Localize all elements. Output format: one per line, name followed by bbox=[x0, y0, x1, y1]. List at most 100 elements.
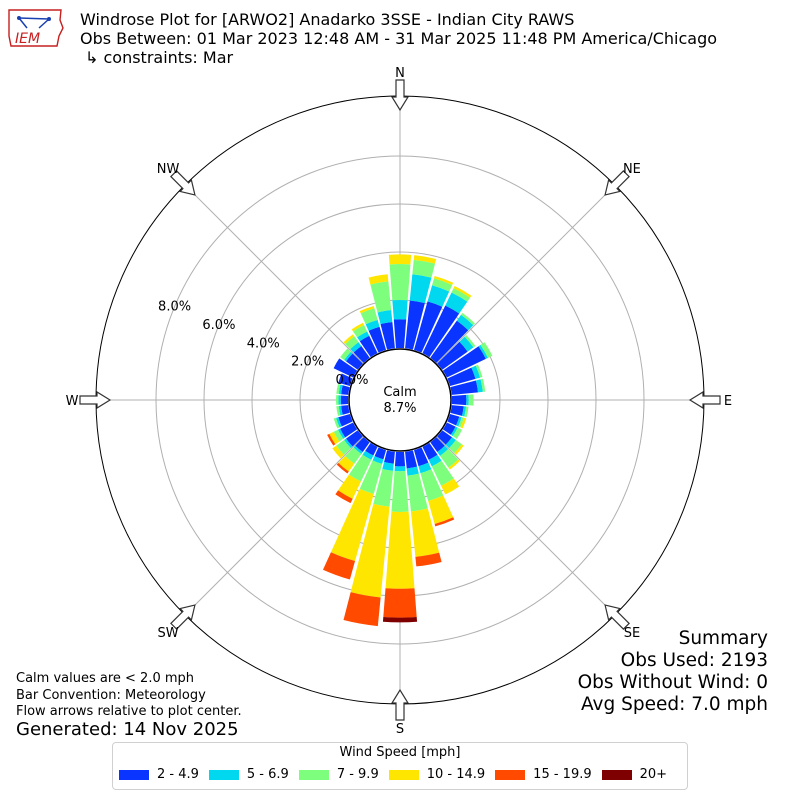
windrose-bar-segment bbox=[338, 395, 341, 405]
title-line-1: Windrose Plot for [ARWO2] Anadarko 3SSE … bbox=[80, 10, 575, 29]
direction-label: NW bbox=[157, 162, 180, 177]
windrose-bar-segment bbox=[388, 254, 412, 265]
windrose-bar-segment bbox=[422, 305, 460, 358]
summary-panel: Summary Obs Used: 2193 Obs Without Wind:… bbox=[578, 628, 768, 716]
flow-arrow-icon bbox=[170, 170, 196, 196]
windrose-bars bbox=[322, 254, 493, 627]
windrose-bar-segment bbox=[336, 406, 341, 416]
windrose-bar-segment bbox=[456, 314, 474, 331]
legend-swatch bbox=[388, 769, 419, 780]
windrose-bar-segment bbox=[359, 305, 375, 314]
summary-obs-used: Obs Used: 2193 bbox=[620, 650, 768, 671]
logo-text: IEM bbox=[15, 31, 40, 47]
windrose-bar-segment bbox=[394, 451, 406, 467]
legend-label: 7 - 9.9 bbox=[336, 767, 379, 782]
windrose-bar-segment bbox=[385, 511, 415, 589]
windrose-bar-segment bbox=[430, 320, 469, 363]
legend-swatch bbox=[495, 769, 526, 780]
flow-arrow-icon bbox=[604, 604, 630, 630]
windrose-bar-segment bbox=[461, 406, 467, 417]
flow-arrow-icon bbox=[390, 79, 410, 112]
windrose-bar-segment bbox=[456, 416, 462, 427]
chart-title: Windrose Plot for [ARWO2] Anadarko 3SSE … bbox=[80, 10, 717, 67]
windrose-bar-segment bbox=[442, 422, 456, 435]
grid-spoke bbox=[436, 184, 616, 364]
windrose-bar-segment bbox=[437, 430, 453, 445]
windrose-bar-segment bbox=[450, 405, 464, 416]
windrose-bar-segment bbox=[445, 292, 468, 314]
windrose-bar-segment bbox=[353, 346, 370, 363]
windrose-bar-segment bbox=[338, 405, 343, 416]
windrose-bar-segment bbox=[418, 462, 432, 474]
windrose-bar-segment bbox=[380, 321, 395, 350]
windrose-bar-segment bbox=[458, 417, 464, 428]
windrose-bar-segment bbox=[341, 385, 350, 395]
windrose-bar-segment bbox=[409, 274, 432, 304]
summary-avg-speed: Avg Speed: 7.0 mph bbox=[580, 694, 768, 715]
legend-label: 2 - 4.9 bbox=[157, 767, 199, 782]
direction-label: N bbox=[395, 66, 405, 81]
windrose-bar-segment bbox=[461, 312, 476, 326]
windrose-bar-segment bbox=[440, 449, 459, 468]
windrose-bar-segment bbox=[336, 440, 351, 455]
calm-note: Calm values are < 2.0 mph bbox=[16, 671, 195, 686]
legend-item: 5 - 6.9 bbox=[208, 767, 289, 782]
windrose-bar-segment bbox=[373, 468, 394, 507]
windrose-bar-segment bbox=[394, 466, 406, 472]
windrose-bar-segment bbox=[340, 422, 358, 438]
windrose-bar-segment bbox=[327, 433, 336, 446]
windrose-bar-segment bbox=[464, 406, 469, 418]
windrose-bar-segment bbox=[413, 301, 443, 353]
legend-item: 7 - 9.9 bbox=[298, 767, 379, 782]
windrose-bar-segment bbox=[357, 331, 370, 342]
windrose-bar-segment bbox=[341, 405, 350, 415]
windrose-bar-segment bbox=[368, 326, 387, 353]
windrose-bar-segment bbox=[332, 445, 344, 459]
windrose-bar-segment bbox=[333, 358, 358, 378]
legend-swatch bbox=[601, 769, 632, 780]
summary-obs-without-wind: Obs Without Wind: 0 bbox=[577, 672, 768, 693]
windrose-bar-segment bbox=[338, 384, 343, 395]
windrose-bar-segment bbox=[330, 488, 374, 562]
windrose-bar-segment bbox=[343, 592, 381, 627]
legend-swatch bbox=[119, 769, 149, 780]
flow-arrow-icon bbox=[390, 688, 410, 721]
windrose-bar-segment bbox=[422, 442, 438, 460]
windrose-bar-segment bbox=[336, 384, 341, 394]
windrose-bar-segment bbox=[466, 394, 469, 406]
radial-tick-label: 8.0% bbox=[158, 300, 191, 315]
windrose-bar-segment bbox=[350, 342, 362, 353]
windrose-bar-segment bbox=[391, 470, 409, 512]
direction-label: S bbox=[396, 722, 404, 737]
windrose-bar-segment bbox=[350, 503, 390, 598]
windrose-bar-segment bbox=[338, 413, 353, 427]
windrose-bar-segment bbox=[475, 364, 483, 378]
windrose-bar-segment bbox=[359, 460, 383, 495]
direction-label: SE bbox=[624, 626, 640, 641]
windrose-bar-segment bbox=[389, 264, 411, 301]
windrose-bar-segment bbox=[405, 300, 425, 350]
legend-swatch bbox=[208, 769, 239, 780]
windrose-bar-segment bbox=[362, 450, 374, 460]
windrose-bar-segment bbox=[412, 259, 436, 278]
windrose-bar-segment bbox=[333, 417, 340, 429]
windrose-bar-segment bbox=[336, 395, 339, 405]
windrose-bar-segment bbox=[353, 445, 363, 454]
windrose-bar-segment bbox=[448, 459, 460, 470]
windrose-bar-segment bbox=[336, 417, 342, 428]
windrose-bar-segment bbox=[343, 334, 355, 344]
windrose-bar-segment bbox=[459, 336, 474, 352]
windrose-bar-segment bbox=[351, 322, 365, 332]
radial-tick-label: 6.0% bbox=[202, 318, 235, 333]
windrose-bar-segment bbox=[427, 285, 450, 307]
generated-date: Generated: 14 Nov 2025 bbox=[16, 719, 239, 740]
flow-arrow-icon bbox=[170, 604, 196, 630]
windrose-bar-segment bbox=[335, 490, 353, 504]
windrose-bar-segment bbox=[447, 413, 460, 426]
windrose-bar-segment bbox=[428, 454, 442, 467]
flow-arrows-note: Flow arrows relative to plot center. bbox=[16, 704, 242, 719]
windrose-bar-segment bbox=[336, 462, 349, 474]
windrose-bar-segment bbox=[338, 474, 361, 499]
windrose-bar-segment bbox=[445, 437, 456, 449]
windrose-bar-segment bbox=[434, 517, 455, 527]
